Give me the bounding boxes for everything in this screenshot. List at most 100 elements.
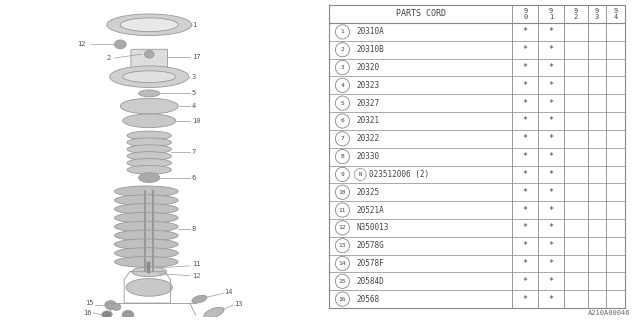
Text: 9
0: 9 0	[524, 8, 527, 20]
Ellipse shape	[115, 230, 178, 241]
Text: 10: 10	[339, 190, 346, 195]
Text: *: *	[548, 134, 554, 143]
Text: 1: 1	[340, 29, 344, 35]
Text: 1: 1	[192, 22, 196, 28]
Ellipse shape	[127, 165, 172, 174]
Text: N: N	[358, 172, 362, 177]
Text: 15: 15	[84, 300, 93, 306]
Text: 13: 13	[339, 243, 346, 248]
Text: *: *	[548, 188, 554, 197]
Text: *: *	[548, 295, 554, 304]
Ellipse shape	[115, 40, 126, 49]
Ellipse shape	[115, 186, 178, 197]
Text: 9
3: 9 3	[595, 8, 599, 20]
Text: *: *	[548, 63, 554, 72]
Text: *: *	[523, 134, 528, 143]
Ellipse shape	[120, 98, 178, 114]
Text: *: *	[523, 295, 528, 304]
Text: 8: 8	[340, 154, 344, 159]
Ellipse shape	[115, 204, 178, 214]
Text: *: *	[523, 188, 528, 197]
Ellipse shape	[127, 131, 172, 140]
Text: *: *	[523, 81, 528, 90]
Text: 20310A: 20310A	[356, 28, 384, 36]
Text: 17: 17	[192, 54, 200, 60]
Text: 14: 14	[339, 261, 346, 266]
Ellipse shape	[112, 304, 121, 310]
Text: 16: 16	[339, 297, 346, 301]
Text: 12: 12	[77, 41, 86, 47]
Text: *: *	[523, 45, 528, 54]
Text: 20325: 20325	[356, 188, 380, 197]
Text: 5: 5	[192, 90, 196, 96]
Text: *: *	[523, 277, 528, 286]
Ellipse shape	[120, 18, 178, 32]
Ellipse shape	[115, 248, 178, 259]
Text: 5: 5	[340, 101, 344, 106]
Text: 20578G: 20578G	[356, 241, 384, 250]
Ellipse shape	[204, 307, 224, 318]
Ellipse shape	[115, 195, 178, 205]
Text: 2: 2	[340, 47, 344, 52]
Text: 9
2: 9 2	[573, 8, 578, 20]
Text: 4: 4	[192, 103, 196, 109]
Ellipse shape	[122, 310, 134, 319]
Ellipse shape	[192, 295, 207, 303]
Text: 20330: 20330	[356, 152, 380, 161]
Text: *: *	[523, 99, 528, 108]
Ellipse shape	[102, 311, 111, 319]
Text: 12: 12	[339, 225, 346, 230]
Ellipse shape	[109, 66, 189, 87]
Text: 7: 7	[192, 149, 196, 155]
Text: 14: 14	[225, 289, 233, 295]
Text: 7: 7	[340, 136, 344, 141]
Ellipse shape	[126, 279, 172, 296]
Ellipse shape	[107, 14, 192, 36]
Text: *: *	[548, 170, 554, 179]
Text: *: *	[548, 259, 554, 268]
Text: N350013: N350013	[356, 223, 388, 232]
Text: PARTS CORD: PARTS CORD	[396, 10, 445, 19]
Ellipse shape	[132, 267, 166, 276]
Text: 16: 16	[83, 310, 92, 316]
Text: 9
4: 9 4	[614, 8, 618, 20]
Text: *: *	[548, 99, 554, 108]
Text: 8: 8	[192, 226, 196, 232]
Text: 20578F: 20578F	[356, 259, 384, 268]
Text: 20568: 20568	[356, 295, 380, 304]
Text: *: *	[548, 205, 554, 214]
Text: *: *	[548, 152, 554, 161]
Ellipse shape	[115, 257, 178, 267]
Text: *: *	[523, 205, 528, 214]
Text: 20320: 20320	[356, 63, 380, 72]
Text: 2: 2	[106, 55, 111, 61]
Text: 6: 6	[340, 118, 344, 124]
Text: *: *	[548, 223, 554, 232]
Text: 15: 15	[339, 279, 346, 284]
Ellipse shape	[139, 173, 160, 182]
Text: 9: 9	[340, 172, 344, 177]
Ellipse shape	[139, 90, 160, 97]
Text: *: *	[548, 277, 554, 286]
FancyBboxPatch shape	[131, 49, 168, 73]
Ellipse shape	[115, 221, 178, 232]
Ellipse shape	[105, 300, 116, 309]
Text: *: *	[548, 241, 554, 250]
Ellipse shape	[127, 158, 172, 167]
Ellipse shape	[145, 50, 154, 58]
Text: 11: 11	[339, 208, 346, 212]
Text: A210A00046: A210A00046	[588, 310, 630, 316]
Text: *: *	[523, 28, 528, 36]
Text: 20521A: 20521A	[356, 205, 384, 214]
Text: 3: 3	[192, 74, 196, 80]
Text: 20327: 20327	[356, 99, 380, 108]
Text: 023512006 (2): 023512006 (2)	[369, 170, 429, 179]
Ellipse shape	[123, 114, 176, 128]
Text: *: *	[523, 223, 528, 232]
Ellipse shape	[123, 71, 176, 83]
Text: *: *	[523, 152, 528, 161]
Text: 10: 10	[192, 118, 200, 124]
Text: *: *	[523, 63, 528, 72]
Text: 11: 11	[192, 261, 200, 267]
Text: 13: 13	[234, 301, 243, 307]
